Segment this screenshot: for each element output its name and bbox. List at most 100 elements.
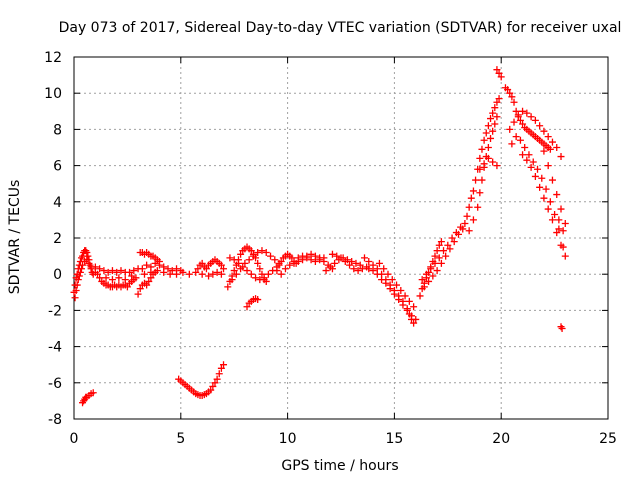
data-point [326,263,334,271]
data-point [194,265,202,273]
data-point [71,294,79,302]
x-axis-label: GPS time / hours [281,458,398,474]
data-point [215,370,223,378]
data-point [493,98,501,106]
data-point [519,151,527,159]
data-point [478,145,486,153]
data-point [123,283,131,291]
y-tick-label: 2 [53,231,62,247]
data-point [277,258,285,266]
data-point [412,315,420,323]
data-point [454,230,462,238]
data-points [70,66,569,407]
data-point [397,286,405,294]
data-point [83,256,91,264]
data-point [245,256,253,264]
data-point [510,98,518,106]
data-point [429,272,437,280]
data-point [384,270,392,278]
data-point [506,125,514,133]
data-point [373,270,381,278]
y-tick-label: 6 [53,159,62,175]
data-point [472,176,480,184]
data-point [72,286,80,294]
data-point [264,270,272,278]
data-point [281,265,289,273]
data-point [540,127,548,135]
data-point [303,252,311,260]
data-point [491,120,499,128]
x-tick-label: 0 [70,431,79,447]
data-point [213,375,221,383]
data-point [440,247,448,255]
data-point [151,259,159,267]
data-point [410,303,418,311]
y-tick-label: -4 [48,340,62,356]
data-point [548,216,556,224]
x-tick-label: 5 [176,431,185,447]
data-point [275,261,283,269]
data-point [286,261,294,269]
data-point [561,220,569,228]
data-point [134,290,142,298]
data-point [489,158,497,166]
data-point [504,86,512,94]
data-point [341,258,349,266]
data-point [277,270,285,278]
data-point [241,259,249,267]
data-point [489,109,497,117]
data-point [512,133,520,141]
data-point [422,270,430,278]
data-point [484,144,492,151]
data-point [557,241,565,249]
data-point [143,281,151,289]
x-tick-label: 20 [492,431,510,447]
data-point [333,252,341,260]
data-point [489,127,497,135]
data-point [237,250,245,258]
data-point [553,229,561,237]
data-point [516,136,524,144]
data-point [254,296,262,304]
data-point [75,272,83,280]
data-point [85,259,93,267]
data-point [420,283,428,291]
data-point [523,109,531,117]
data-point [557,205,565,213]
data-point [73,281,81,289]
data-point [369,267,377,275]
data-point [365,265,373,273]
data-point [113,268,121,276]
data-point [328,250,336,258]
data-point [388,276,396,284]
data-point [425,277,433,285]
data-point [442,252,450,260]
data-point [544,133,552,141]
data-point [273,267,281,275]
data-point [555,216,563,224]
data-point [262,277,270,285]
data-point [96,265,104,273]
data-point [482,129,490,137]
data-point [540,147,548,155]
data-point [209,270,217,278]
data-point [559,227,567,235]
y-tick-label: -6 [48,376,62,392]
data-point [84,252,92,260]
data-point [495,69,503,77]
data-point [254,259,262,267]
data-point [542,185,550,193]
data-point [256,276,264,284]
data-point [164,265,172,273]
data-point [487,115,495,123]
data-point [365,258,373,266]
data-point [220,265,228,273]
data-point [228,276,236,284]
data-point [431,252,439,260]
data-point [155,261,163,269]
data-point [77,265,85,273]
data-point [531,172,539,180]
data-point [211,379,219,387]
data-point [217,364,225,372]
data-point [254,248,262,256]
